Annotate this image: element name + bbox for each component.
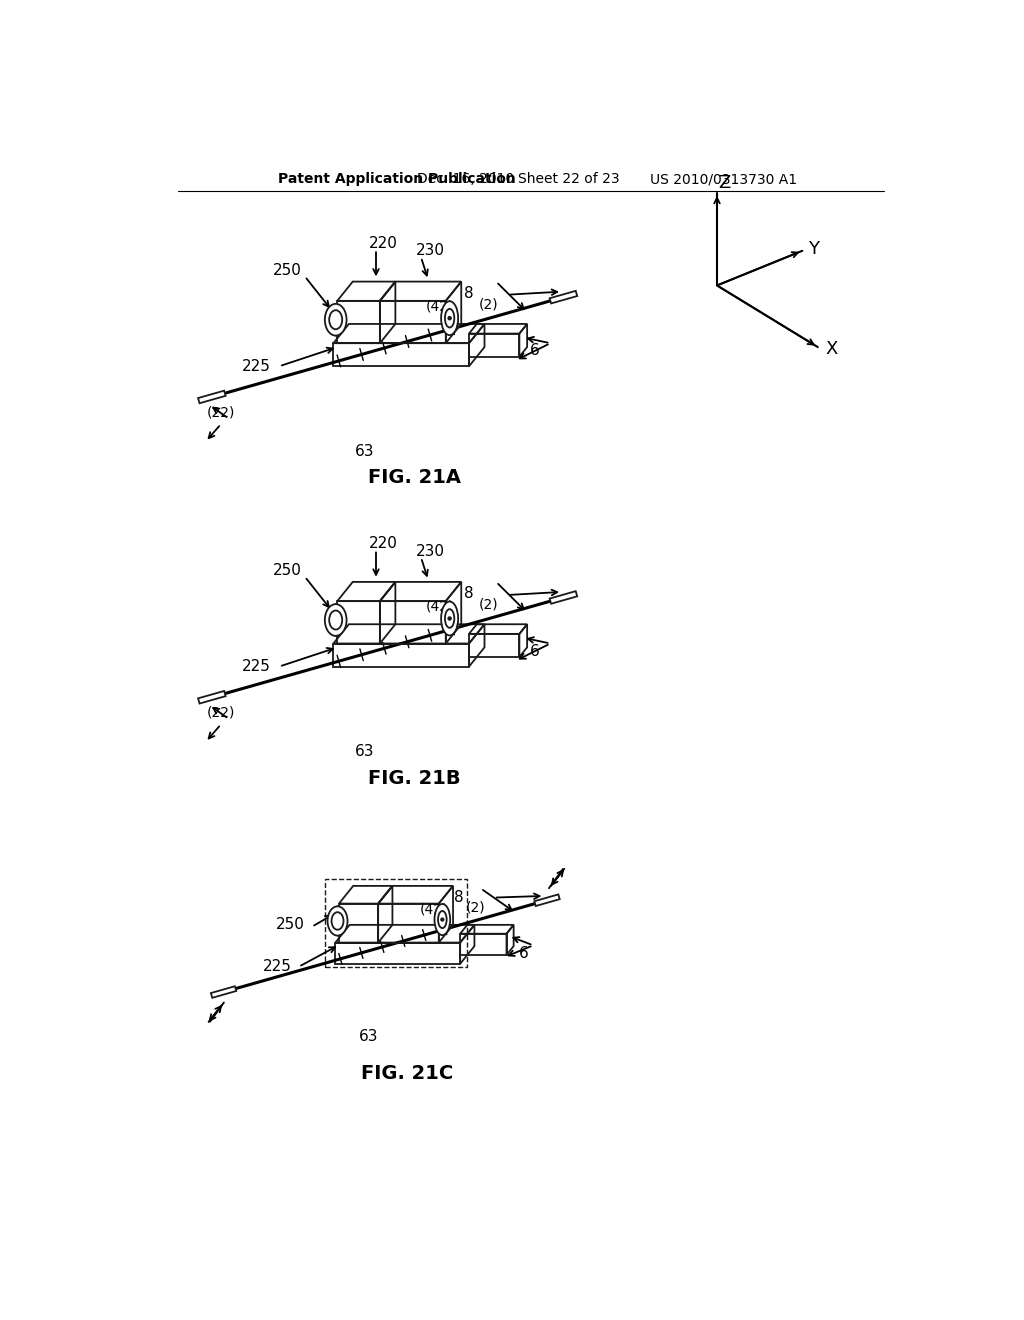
Text: 225: 225	[263, 960, 292, 974]
Text: 220: 220	[370, 235, 398, 251]
Text: 6: 6	[530, 343, 540, 359]
Polygon shape	[198, 391, 225, 403]
Text: 220: 220	[370, 536, 398, 550]
Ellipse shape	[438, 911, 446, 928]
Text: 230: 230	[416, 544, 444, 558]
Text: 250: 250	[272, 263, 301, 277]
Text: 8: 8	[464, 586, 474, 601]
Text: Patent Application Publication: Patent Application Publication	[278, 172, 515, 186]
Text: 225: 225	[242, 659, 270, 675]
Ellipse shape	[445, 309, 455, 327]
Ellipse shape	[325, 605, 346, 636]
Text: 8: 8	[454, 890, 464, 906]
Text: 8: 8	[464, 285, 474, 301]
Polygon shape	[550, 591, 578, 603]
Ellipse shape	[325, 304, 346, 335]
Text: (22): (22)	[207, 706, 236, 719]
Ellipse shape	[332, 912, 343, 929]
Text: US 2010/0313730 A1: US 2010/0313730 A1	[649, 172, 797, 186]
Text: 230: 230	[416, 243, 444, 259]
Text: 225: 225	[242, 359, 270, 374]
Circle shape	[441, 919, 443, 921]
Text: 6: 6	[518, 945, 528, 961]
Text: Dec. 16, 2010: Dec. 16, 2010	[417, 172, 514, 186]
Text: FIG. 21A: FIG. 21A	[369, 469, 461, 487]
Ellipse shape	[328, 907, 347, 936]
Circle shape	[449, 616, 452, 620]
Polygon shape	[550, 290, 578, 304]
Text: X: X	[825, 339, 838, 358]
Text: 250: 250	[272, 562, 301, 578]
Text: (2): (2)	[478, 298, 499, 312]
Ellipse shape	[329, 610, 342, 630]
Text: (42): (42)	[420, 902, 449, 916]
Text: 63: 63	[354, 444, 374, 458]
Ellipse shape	[441, 602, 458, 635]
Text: 63: 63	[358, 1028, 378, 1044]
Text: (2): (2)	[465, 900, 485, 915]
Text: Z: Z	[719, 174, 731, 191]
Text: 63: 63	[354, 743, 374, 759]
Text: 6: 6	[530, 644, 540, 659]
Polygon shape	[535, 895, 560, 906]
Text: (2): (2)	[478, 598, 499, 612]
Text: (42): (42)	[425, 300, 454, 313]
Text: 250: 250	[276, 917, 305, 932]
Text: FIG. 21B: FIG. 21B	[369, 768, 461, 788]
Polygon shape	[198, 690, 225, 704]
Text: FIG. 21C: FIG. 21C	[360, 1064, 454, 1082]
Circle shape	[449, 317, 452, 319]
Text: Sheet 22 of 23: Sheet 22 of 23	[518, 172, 620, 186]
Ellipse shape	[329, 310, 342, 329]
Text: (22): (22)	[207, 405, 236, 420]
Ellipse shape	[441, 301, 458, 335]
Polygon shape	[211, 986, 237, 998]
Text: Y: Y	[808, 240, 819, 259]
Ellipse shape	[445, 609, 455, 628]
Ellipse shape	[434, 904, 451, 935]
Text: (42): (42)	[425, 599, 454, 614]
